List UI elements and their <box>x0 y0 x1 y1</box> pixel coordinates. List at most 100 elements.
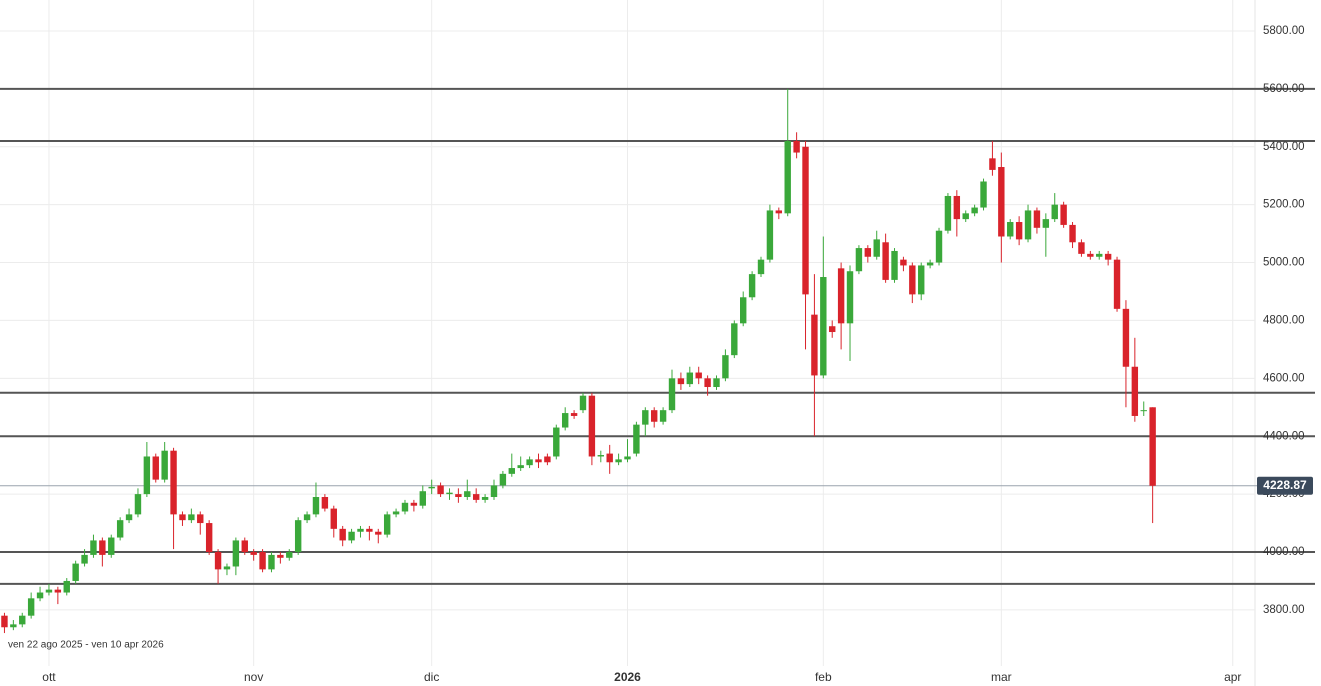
candle-body <box>63 580 70 593</box>
candle-body <box>90 540 97 555</box>
candle-body <box>1 615 8 628</box>
candle-body <box>1149 407 1156 486</box>
candle-body <box>19 615 26 625</box>
candle-body <box>339 528 346 541</box>
candle-body <box>143 456 151 495</box>
candle-body <box>695 372 702 379</box>
y-tick-label: 5600.00 <box>1263 83 1305 95</box>
candle-body <box>108 537 115 555</box>
candle-body <box>455 494 462 498</box>
candle-body <box>633 424 640 454</box>
candle-body <box>1024 210 1032 240</box>
candle-body <box>650 410 658 422</box>
candle-body <box>152 456 159 480</box>
candle-body <box>535 459 542 463</box>
x-tick-label: apr <box>1224 670 1241 684</box>
candle-body <box>54 589 62 593</box>
candle-body <box>588 395 596 457</box>
candle-body <box>659 410 667 422</box>
candle-body <box>1087 253 1094 257</box>
candle-body <box>820 277 827 376</box>
candle-body <box>561 413 569 428</box>
x-tick-label: nov <box>244 670 263 684</box>
candle-body <box>241 540 248 553</box>
candle-body <box>205 523 213 553</box>
candle-body <box>668 378 676 411</box>
candle-body <box>704 378 711 388</box>
candle-body <box>259 552 266 570</box>
candle-body <box>793 140 800 153</box>
candle-body <box>864 248 872 257</box>
candle-body <box>1007 222 1014 237</box>
candle-body <box>294 520 302 553</box>
candle-body <box>268 554 275 570</box>
candle-body <box>27 598 35 616</box>
candle-body <box>517 465 524 469</box>
y-tick-label: 4400.00 <box>1263 430 1305 442</box>
candle-body <box>508 468 515 474</box>
candle-body <box>1140 410 1147 412</box>
candle-body <box>357 528 364 532</box>
candle-body <box>1069 224 1076 243</box>
candle-body <box>1104 253 1112 260</box>
candle-body <box>989 158 996 170</box>
candle-body <box>686 372 694 385</box>
candle-body <box>846 271 854 324</box>
candle-body <box>437 485 444 495</box>
x-tick-label: feb <box>815 670 832 684</box>
candle-body <box>802 146 809 295</box>
y-tick-label: 4000.00 <box>1263 546 1305 558</box>
candle-body <box>615 459 622 463</box>
candle-body <box>197 514 204 524</box>
candle-body <box>499 473 507 486</box>
candle-body <box>713 378 720 388</box>
candle-body <box>606 453 613 463</box>
y-tick-label: 5000.00 <box>1263 257 1305 269</box>
candle-body <box>312 497 320 515</box>
candle-body <box>526 459 533 466</box>
candle-body <box>472 494 480 500</box>
candle-body <box>553 427 560 457</box>
candle-body <box>837 268 845 324</box>
candle-body <box>1122 308 1130 367</box>
candle-body <box>926 262 934 266</box>
candle-body <box>998 167 1005 237</box>
candle-body <box>10 624 17 628</box>
candle-body <box>366 528 373 532</box>
candle-body <box>731 323 738 356</box>
candle-body <box>161 450 168 480</box>
candle-body <box>188 514 195 521</box>
candle-body <box>909 265 916 295</box>
candle-body <box>882 242 889 280</box>
candle-body <box>170 450 177 515</box>
candle-body <box>330 508 337 529</box>
candle-body <box>383 514 391 535</box>
candle-body <box>544 456 551 463</box>
candle-body <box>579 395 587 411</box>
y-tick-label: 5800.00 <box>1263 25 1305 37</box>
candle-body <box>1113 259 1121 309</box>
candle-body <box>855 248 863 272</box>
y-tick-label: 4800.00 <box>1263 314 1305 326</box>
candle-body <box>748 274 756 298</box>
candle-body <box>1131 366 1139 416</box>
candle-body <box>419 491 426 506</box>
candle-body <box>464 491 471 498</box>
candle-body <box>348 531 355 541</box>
candle-body <box>873 239 880 257</box>
candle-body <box>410 502 418 506</box>
candle-body <box>321 497 329 509</box>
candle-body <box>223 566 231 570</box>
y-tick-label: 4600.00 <box>1263 372 1305 384</box>
candle-body <box>116 520 124 538</box>
candle-body <box>481 497 489 500</box>
candle-body <box>1015 222 1023 240</box>
candle-body <box>36 592 44 599</box>
candle-body <box>81 554 88 564</box>
candle-body <box>829 326 836 333</box>
candle-body <box>1033 210 1041 228</box>
candle-body <box>214 552 222 570</box>
candle-body <box>134 494 142 515</box>
